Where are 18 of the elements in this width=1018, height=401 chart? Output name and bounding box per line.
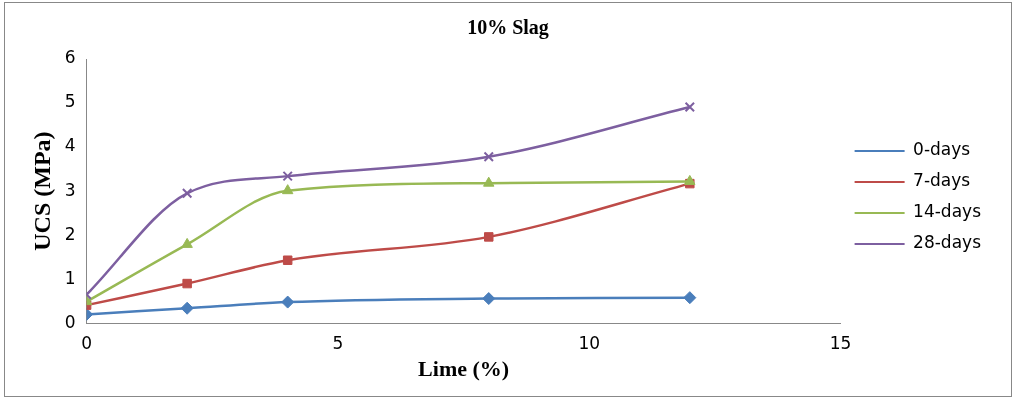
y-tick-label: 1 (64, 267, 76, 288)
y-axis-title: UCS (MPa) (28, 131, 55, 251)
x-tick-label: 0 (81, 332, 93, 353)
y-tick-label: 0 (64, 311, 76, 332)
legend-label: 28-days (913, 232, 982, 253)
x-tick-label: 10 (578, 332, 601, 353)
legend-label: 0-days (913, 139, 971, 160)
y-tick-label: 2 (64, 223, 76, 244)
legend-label: 7-days (913, 170, 971, 191)
x-tick-label: 15 (829, 332, 852, 353)
x-tick-label: 5 (332, 332, 344, 353)
x-axis-title: Lime (%) (418, 356, 510, 382)
y-tick-label: 5 (64, 91, 76, 112)
y-tick-label: 6 (64, 47, 76, 68)
y-tick-label: 4 (64, 135, 76, 156)
chart-title: 10% Slag (467, 16, 549, 40)
y-tick-label: 3 (64, 179, 76, 200)
legend-label: 14-days (913, 201, 982, 222)
